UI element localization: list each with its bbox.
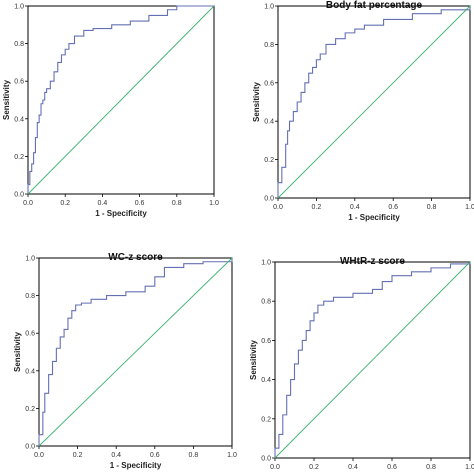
y-tick-label: 0.2 — [25, 406, 35, 413]
x-tick-label: 0.6 — [387, 464, 397, 471]
x-tick-label: 1.0 — [209, 200, 219, 207]
y-tick-label: 0.2 — [261, 416, 271, 423]
x-tick-label: 0.2 — [73, 452, 83, 459]
x-tick-label: 0.4 — [350, 204, 360, 211]
y-tick-label: 0.2 — [14, 154, 24, 161]
y-tick-label: 0.6 — [25, 331, 35, 338]
x-tick-label: 0.0 — [34, 452, 44, 459]
x-tick-label: 0.0 — [23, 200, 33, 207]
x-tick-label: 0.4 — [348, 464, 358, 471]
roc-curve-line — [274, 262, 471, 458]
x-tick-label: 0.2 — [60, 200, 70, 207]
reference-diagonal-line — [27, 5, 215, 195]
y-tick-label: 0.4 — [264, 119, 274, 126]
x-tick-label: 0.8 — [172, 200, 182, 207]
roc-panel-2: 0.0 0.2 0.4 0.6 0.8 1.0 0.0 0.2 0.4 0.6 0.8 1.0 1 - … — [252, 0, 474, 222]
x-axis-label: 1 - Specificity — [95, 209, 147, 218]
y-tick-label: 0.8 — [14, 41, 24, 48]
chart-title: WHtR-z score — [340, 256, 405, 267]
y-tick-label: 0.8 — [264, 42, 274, 49]
y-tick-label: 0.4 — [25, 368, 35, 375]
y-tick-label: 0.0 — [261, 456, 271, 463]
y-tick-label: 0.0 — [14, 192, 24, 199]
chart-title: Body fat percentage — [326, 0, 423, 11]
reference-diagonal-line — [277, 5, 471, 199]
roc-panel-4: 0.00.20.40.60.81.00.00.20.40.60.81.01 - … — [249, 256, 474, 474]
y-tick-label: 0.6 — [261, 338, 271, 345]
y-tick-label: 0.8 — [25, 293, 35, 300]
roc-panel-3: 0.0 0.2 0.4 0.6 0.8 1.0 0.0 0.2 0.4 0.6 0.8 1.0 1 - … — [13, 252, 237, 470]
x-tick-label: 0.2 — [312, 204, 322, 211]
x-tick-label: 1.0 — [227, 452, 237, 459]
x-axis-label: 1 - Specificity — [110, 461, 162, 470]
y-tick-label: 1.0 — [25, 256, 35, 263]
x-tick-label: 0.6 — [150, 452, 160, 459]
y-tick-label: 0.0 — [264, 196, 274, 203]
roc-curve-line — [277, 6, 471, 198]
y-tick-label: 0.6 — [264, 80, 274, 87]
x-tick-label: 0.2 — [309, 464, 319, 471]
y-tick-label: 1.0 — [261, 260, 271, 267]
y-tick-label: 0.8 — [261, 299, 271, 306]
x-axis-label: 1 - Specificity — [348, 213, 400, 222]
y-tick-label: 0.0 — [25, 444, 35, 451]
x-tick-label: 0.8 — [189, 452, 199, 459]
roc-curve-line — [38, 258, 233, 446]
y-tick-label: 0.2 — [264, 157, 274, 164]
x-tick-label: 0.4 — [98, 200, 108, 207]
y-axis-label: Sensitivity — [252, 81, 261, 122]
x-tick-label: 1.0 — [465, 464, 474, 471]
roc-curve-line — [27, 5, 214, 194]
y-tick-label: 0.4 — [261, 377, 271, 384]
chart-title: WC-z score — [108, 252, 163, 263]
roc-panel-1: 0.0 0.2 0.4 0.6 0.8 1.0 0.0 0.2 0.4 0.6 0.8 1.0 1 - … — [2, 4, 219, 219]
x-tick-label: 0.8 — [427, 204, 437, 211]
y-tick-label: 1.0 — [264, 4, 274, 11]
reference-diagonal-line — [274, 261, 471, 459]
x-tick-label: 0.4 — [111, 452, 121, 459]
y-axis-label: Sensitivity — [2, 79, 11, 120]
x-tick-label: 1.0 — [465, 204, 474, 211]
y-axis-label: Sensitivity — [13, 331, 22, 372]
y-axis-label: Sensitivity — [249, 339, 258, 380]
y-tick-label: 0.6 — [14, 79, 24, 86]
x-tick-label: 0.0 — [270, 464, 280, 471]
y-tick-label: 0.4 — [14, 116, 24, 123]
x-tick-label: 0.6 — [388, 204, 398, 211]
reference-diagonal-line — [38, 257, 233, 447]
x-tick-label: 0.8 — [426, 464, 436, 471]
x-tick-label: 0.6 — [135, 200, 145, 207]
x-tick-label: 0.0 — [273, 204, 283, 211]
y-tick-label: 1.0 — [14, 4, 24, 11]
